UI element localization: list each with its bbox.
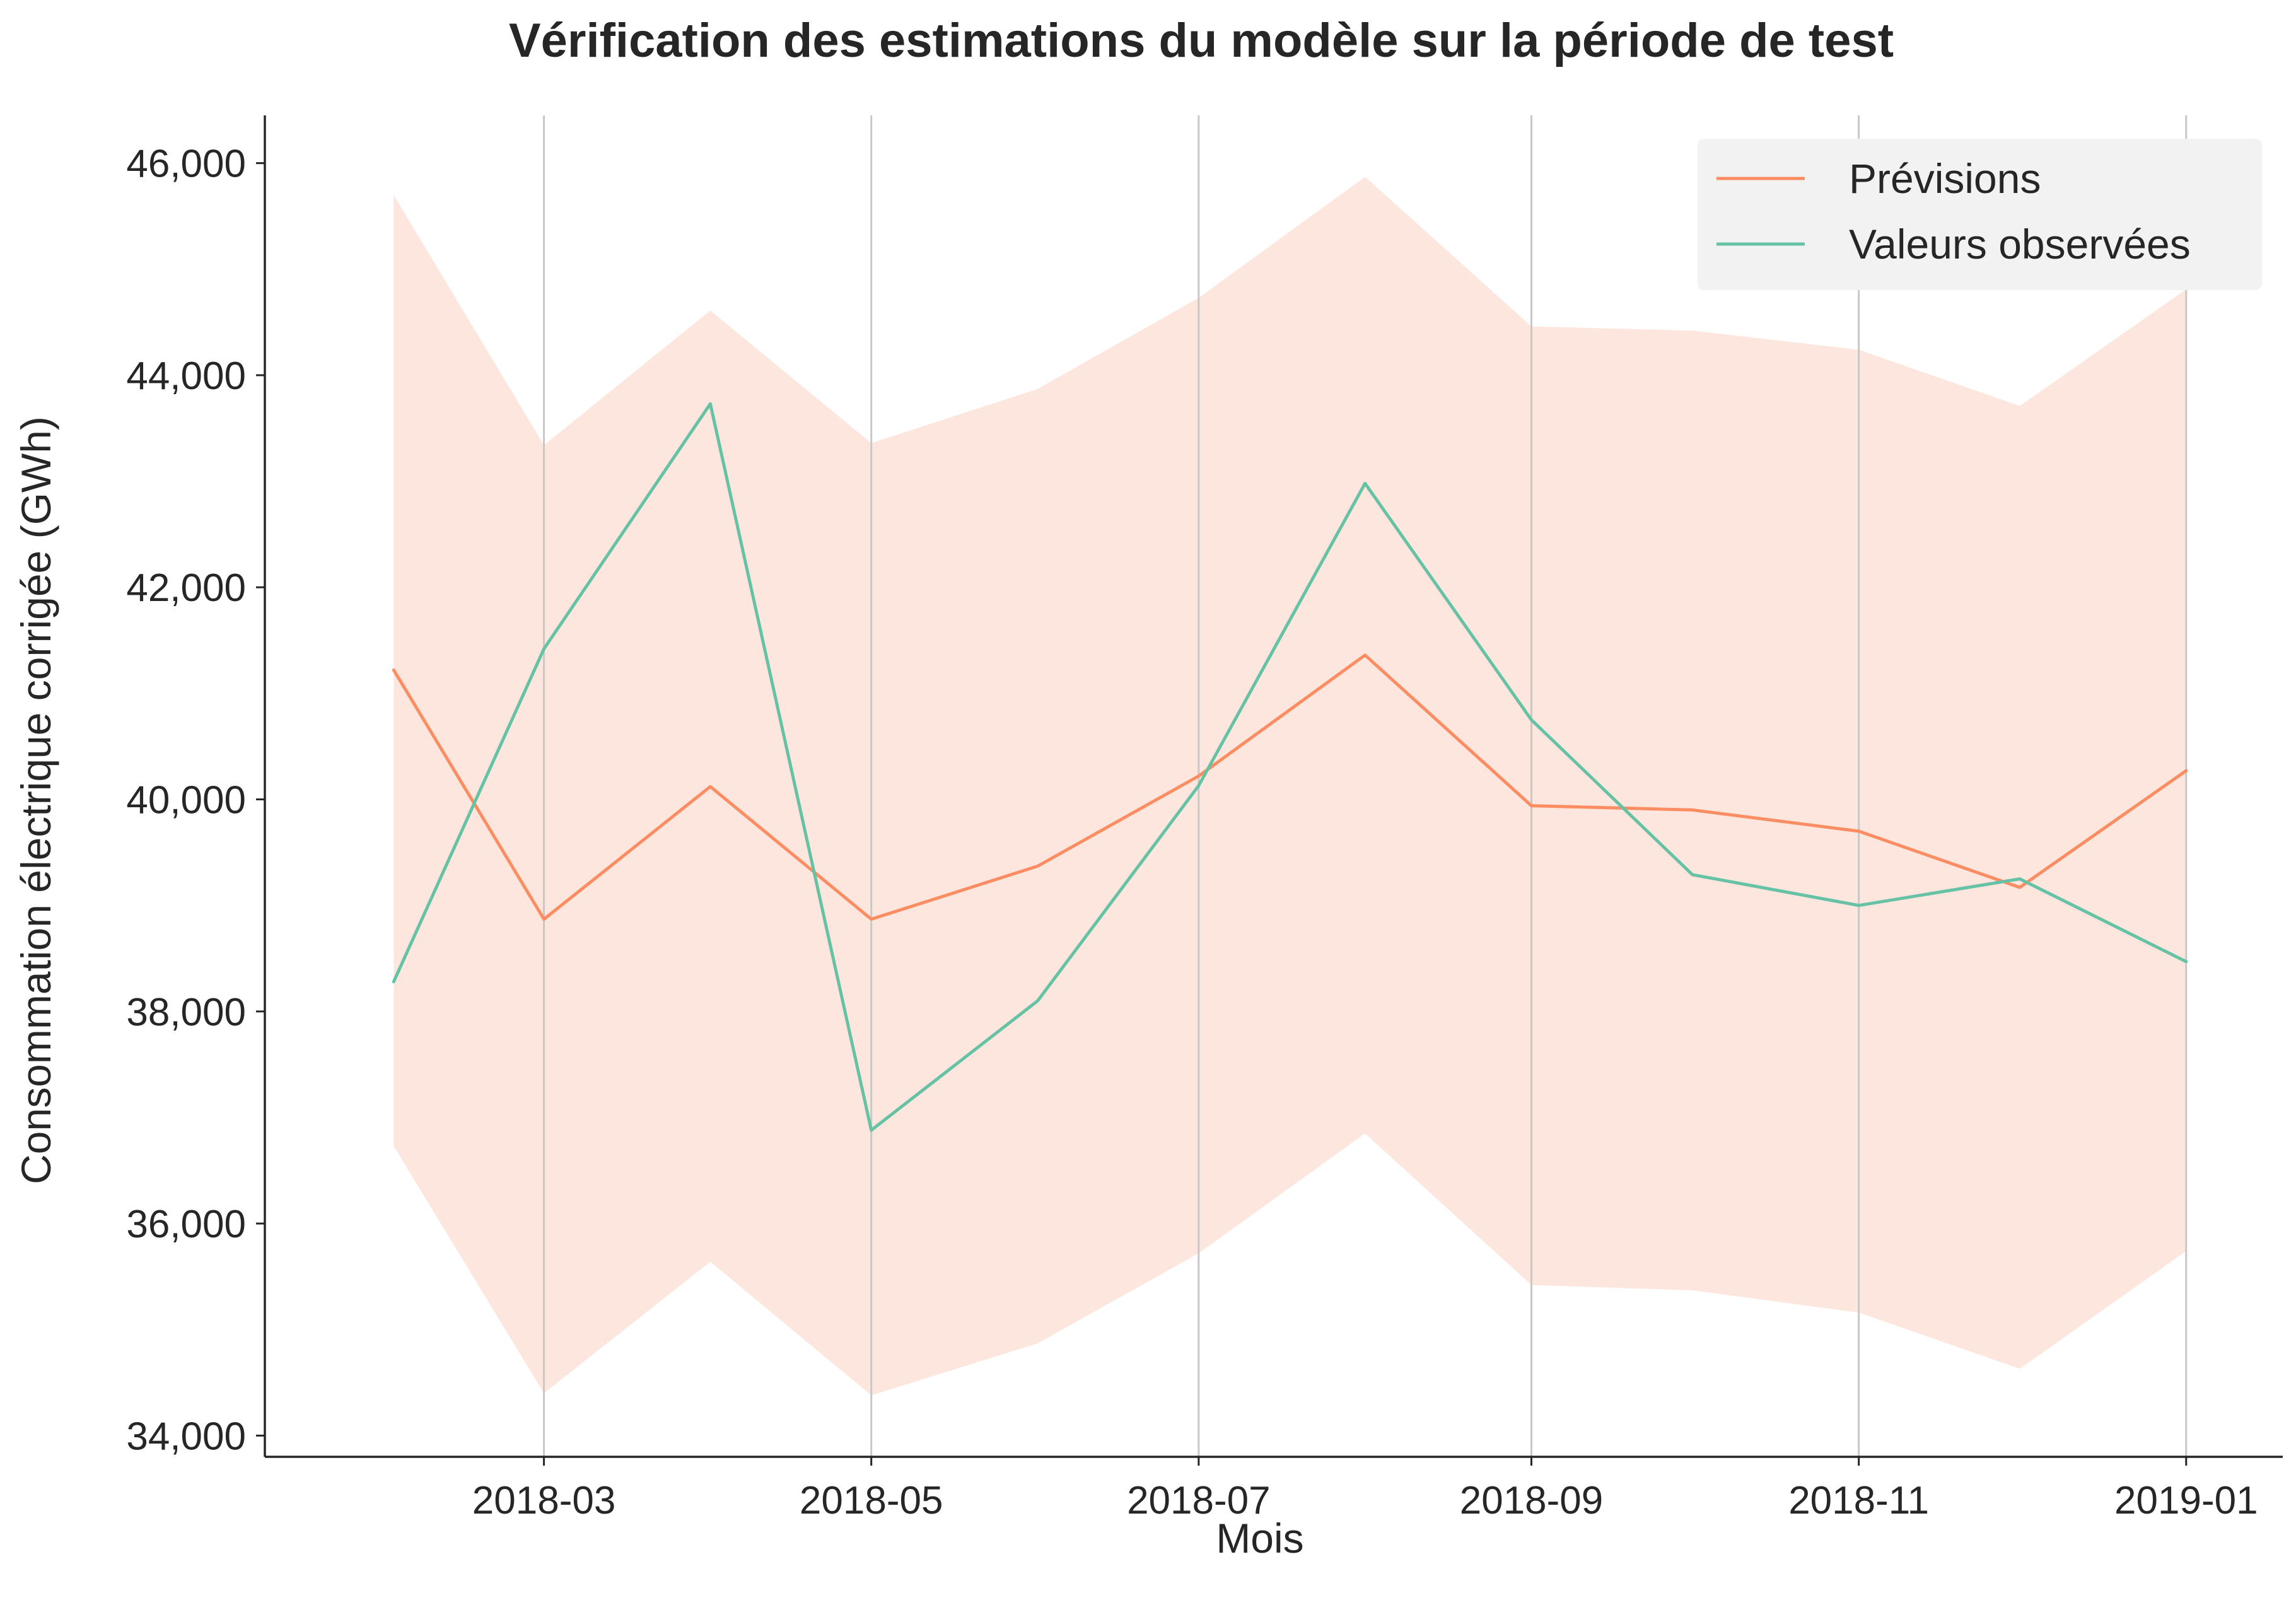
axes [264,115,2283,1458]
y-tick-label: 36,000 [126,1203,246,1246]
x-tick-label: 2018-05 [800,1479,943,1522]
y-tick-label: 40,000 [126,779,246,822]
series-line-valeurs-observees [392,402,2188,1132]
y-tick-label: 34,000 [126,1415,246,1458]
series-line-previsions [392,653,2188,921]
legend: Prévisions Valeurs observées [1698,139,2262,290]
y-tick-label: 38,000 [126,991,246,1034]
legend-label-valeurs-observees: Valeurs observées [1849,221,2191,267]
x-tick-label: 2019-01 [2114,1479,2258,1522]
x-tick-label: 2018-09 [1460,1479,1604,1522]
x-tick-label: 2018-11 [1788,1479,1929,1522]
x-axis-label: Mois [1216,1515,1303,1562]
y-tick-label: 42,000 [126,566,246,610]
x-tick-label: 2018-03 [472,1479,616,1522]
y-tick-label: 46,000 [126,143,246,186]
x-ticks: 2018-03 2018-05 2018-07 2018-09 2018-11 2019-… [472,1457,2258,1522]
legend-label-previsions: Prévisions [1849,155,2041,202]
confidence-band-layer [393,177,2186,1396]
y-axis-label: Consommation électrique corrigée (GWh) [13,416,59,1184]
chart-title: Vérification des estimations du modèle s… [509,14,1894,67]
y-tick-label: 44,000 [126,354,246,398]
y-ticks: 34,000 36,000 38,000 40,000 42,000 44,000 46,0… [126,143,265,1458]
confidence-band [393,177,2186,1396]
x-tick-label: 2018-07 [1127,1479,1271,1522]
legend-box [1698,139,2262,290]
series-lines [392,402,2188,1132]
